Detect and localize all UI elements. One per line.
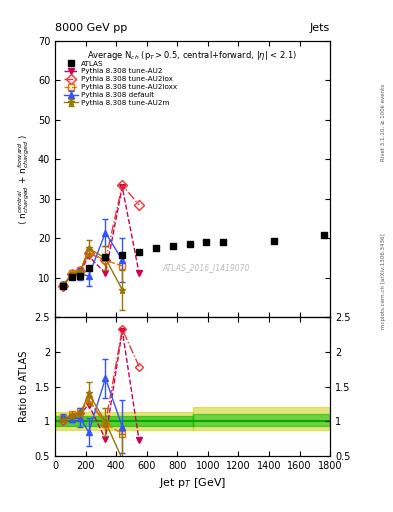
Pythia 8.308 tune-AU2loxx: [61, 282, 66, 288]
Pythia 8.308 tune-AU2lox: [78, 268, 83, 274]
Pythia 8.308 tune-AU2: [86, 253, 91, 259]
Pythia 8.308 tune-AU2: [61, 282, 66, 288]
ATLAS: [170, 243, 175, 249]
ATLAS: [271, 238, 276, 244]
ATLAS: [187, 241, 192, 247]
Y-axis label: $\langle$ n$^{central}_{charged}$ + n$^{forward}_{charged}$ $\rangle$: $\langle$ n$^{central}_{charged}$ + n$^{…: [17, 134, 32, 225]
ATLAS: [204, 239, 209, 245]
Pythia 8.308 tune-AU2loxx: [103, 257, 108, 263]
Text: Jets: Jets: [310, 23, 330, 33]
Pythia 8.308 tune-AU2loxx: [86, 249, 91, 255]
Pythia 8.308 tune-AU2: [78, 269, 83, 275]
Pythia 8.308 tune-AU2lox: [137, 202, 141, 208]
ATLAS: [120, 251, 125, 258]
Line: Pythia 8.308 tune-AU2lox: Pythia 8.308 tune-AU2lox: [60, 182, 143, 289]
Text: mcplots.cern.ch [arXiv:1306.3436]: mcplots.cern.ch [arXiv:1306.3436]: [381, 234, 386, 329]
Pythia 8.308 tune-AU2: [70, 272, 74, 278]
ATLAS: [70, 274, 74, 280]
Pythia 8.308 tune-AU2: [137, 270, 141, 276]
Line: Pythia 8.308 tune-AU2: Pythia 8.308 tune-AU2: [61, 184, 142, 288]
Text: Rivet 3.1.10, ≥ 100k events: Rivet 3.1.10, ≥ 100k events: [381, 84, 386, 161]
Line: Pythia 8.308 tune-AU2loxx: Pythia 8.308 tune-AU2loxx: [61, 249, 125, 287]
Pythia 8.308 tune-AU2lox: [70, 271, 74, 277]
Text: 8000 GeV pp: 8000 GeV pp: [55, 23, 127, 33]
ATLAS: [78, 273, 83, 279]
Y-axis label: Ratio to ATLAS: Ratio to ATLAS: [19, 351, 29, 422]
Pythia 8.308 tune-AU2loxx: [120, 263, 125, 269]
ATLAS: [321, 232, 326, 239]
ATLAS: [221, 239, 226, 245]
Pythia 8.308 tune-AU2lox: [86, 250, 91, 257]
ATLAS: [103, 254, 108, 261]
ATLAS: [154, 245, 158, 251]
ATLAS: [86, 265, 91, 271]
Text: Average N$_{ch}$ (p$_T$$>$0.5, central+forward, |$\eta$| < 2.1): Average N$_{ch}$ (p$_T$$>$0.5, central+f…: [88, 49, 298, 62]
Pythia 8.308 tune-AU2loxx: [78, 267, 83, 273]
ATLAS: [61, 283, 66, 289]
Pythia 8.308 tune-AU2lox: [61, 283, 66, 289]
Pythia 8.308 tune-AU2lox: [103, 257, 108, 263]
Text: ATLAS_2016_I1419070: ATLAS_2016_I1419070: [163, 263, 250, 272]
Line: ATLAS: ATLAS: [60, 232, 327, 289]
X-axis label: Jet p$_T$ [GeV]: Jet p$_T$ [GeV]: [159, 476, 226, 490]
Pythia 8.308 tune-AU2: [103, 270, 108, 276]
Pythia 8.308 tune-AU2loxx: [70, 270, 74, 276]
ATLAS: [137, 249, 141, 255]
Pythia 8.308 tune-AU2: [120, 184, 125, 190]
Legend: ATLAS, Pythia 8.308 tune-AU2, Pythia 8.308 tune-AU2lox, Pythia 8.308 tune-AU2lox: ATLAS, Pythia 8.308 tune-AU2, Pythia 8.3…: [61, 58, 179, 108]
Pythia 8.308 tune-AU2lox: [120, 182, 125, 188]
